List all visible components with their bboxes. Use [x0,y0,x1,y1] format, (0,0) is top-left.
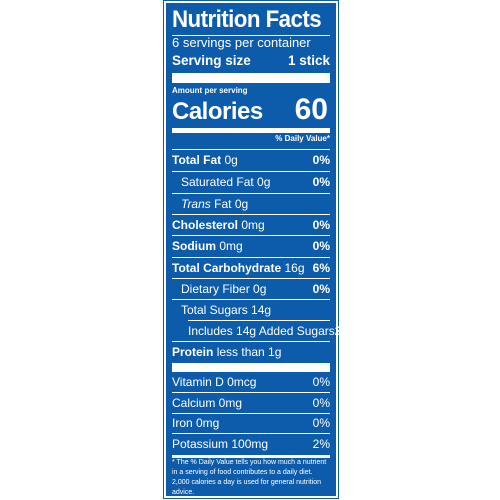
nutrient-row-sodium: Sodium 0mg 0% [172,236,330,256]
calories-label: Calories [172,98,263,125]
nutrient-row-protein: Protein less than 1g [172,342,330,362]
nutrient-amount: 0mg [219,239,243,253]
nutrient-label: Cholesterol [172,218,239,232]
divider [172,341,330,342]
vitamin-row-vitamin-d: Vitamin D 0mcg 0% [172,372,330,392]
nutrient-label: Calcium 0mg [172,396,243,410]
nutrient-dv: 0% [312,282,330,296]
nutrient-label: Total Fat [172,153,222,167]
divider [172,171,330,172]
nutrient-amount: less than 1g [216,345,282,359]
divider [172,193,330,194]
nutrient-label: Fat 0g [214,197,249,211]
nutrient-label: Total Sugars 14g [181,303,272,317]
nutrient-amount: 16g [284,261,305,275]
nutrient-row-dietary-fiber: Dietary Fiber 0g 0% [172,279,330,299]
divider [188,320,330,321]
thick-divider-middle [172,363,330,372]
nutrient-dv: 2% [312,437,330,451]
nutrient-label: Saturated Fat 0g [181,175,271,189]
nutrient-dv: 6% [312,261,330,275]
amount-per-serving: Amount per serving [172,86,248,95]
nutrient-dv: 0% [312,375,330,389]
daily-value-header: % Daily Value* [275,134,330,143]
divider [172,392,330,393]
divider [172,257,330,258]
divider [172,299,330,300]
nutrient-label: Total Carbohydrate [172,261,282,275]
nutrient-label: Sodium [172,239,216,253]
calories-value: 60 [294,93,328,126]
nutrient-row-saturated-fat: Saturated Fat 0g 0% [172,172,330,192]
divider [172,149,330,150]
nutrient-row-total-carbohydrate: Total Carbohydrate 16g 6% [172,258,330,278]
nutrient-row-cholesterol: Cholesterol 0mg 0% [172,215,330,235]
nutrient-label-italic: Trans [181,197,211,211]
nutrition-facts-label: Nutrition Facts 6 servings per container… [163,0,359,499]
calories-row: Calories 60 [172,92,330,126]
nutrient-label: Iron 0mg [172,416,220,430]
nutrient-label: Vitamin D 0mcg [172,375,257,389]
nutrient-dv: 0% [312,175,330,189]
nutrient-amount: 0mg [241,218,265,232]
nutrient-row-trans-fat: Trans Fat 0g [172,194,330,214]
thick-divider-top [172,73,330,83]
vitamin-row-iron: Iron 0mg 0% [172,413,330,433]
serving-size-value: 1 stick [287,53,330,68]
title-divider [172,35,330,36]
divider [172,433,330,434]
nutrient-label: Includes 14g Added Sugars [188,324,335,338]
nutrient-row-added-sugars: Includes 14g Added Sugars 28% [172,321,359,341]
nutrient-dv: 0% [312,239,330,253]
nutrient-dv: 0% [312,396,330,410]
daily-value-footnote: * The % Daily Value tells you how much a… [172,459,327,496]
label-title: Nutrition Facts [172,6,322,33]
divider [172,235,330,236]
vitamin-row-potassium: Potassium 100mg 2% [172,434,330,454]
nutrient-label: Potassium 100mg [172,437,269,451]
divider [172,278,330,279]
nutrient-dv: 0% [312,153,330,167]
serving-size-label: Serving size [172,53,251,68]
servings-per-container: 6 servings per container [172,35,311,50]
nutrient-row-total-sugars: Total Sugars 14g [172,300,330,320]
serving-size-row: Serving size 1 stick [172,52,330,70]
nutrient-label: Protein [172,345,214,359]
nutrient-label: Dietary Fiber 0g [181,282,267,296]
vitamin-row-calcium: Calcium 0mg 0% [172,393,330,413]
divider [172,214,330,215]
nutrient-dv: 0% [312,416,330,430]
medium-divider [172,128,330,133]
nutrient-dv: 0% [312,218,330,232]
nutrient-dv: 28% [334,324,359,338]
nutrient-amount: 0g [224,153,238,167]
nutrient-row-total-fat: Total Fat 0g 0% [172,150,330,170]
divider [172,413,330,414]
footnote-divider [172,455,330,458]
label-content: Nutrition Facts 6 servings per container… [172,3,359,496]
